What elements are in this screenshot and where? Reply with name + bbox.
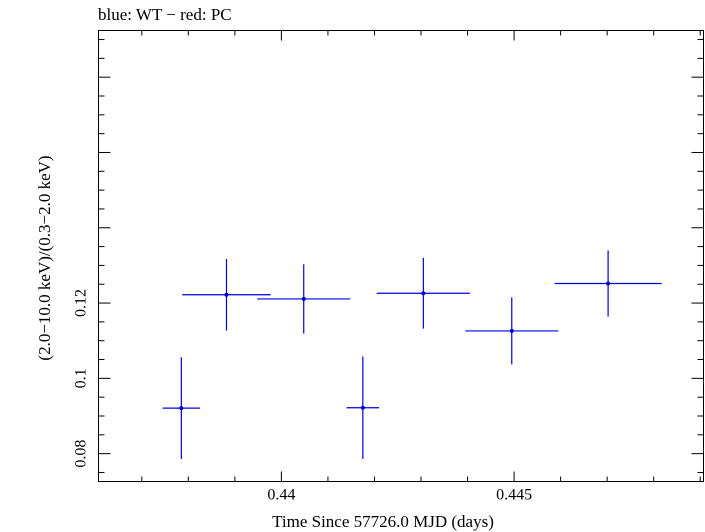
data-point [376, 257, 470, 329]
chart-title: blue: WT − red: PC [98, 5, 232, 24]
point-marker [224, 292, 229, 297]
tick-labels: 0.44 0.445 0.08 0.1 0.12 [73, 289, 533, 503]
y-tick-label: 0.08 [73, 440, 90, 468]
y-tick-label: 0.12 [73, 289, 90, 317]
data-point [257, 264, 351, 334]
y-tick-label: 0.1 [73, 368, 90, 388]
x-tick-label: 0.44 [267, 487, 295, 504]
point-marker [301, 296, 306, 301]
y-axis-label: (2.0−10.0 keV)/(0.3−2.0 keV) [35, 155, 54, 360]
data-point [346, 356, 380, 459]
point-marker [606, 281, 611, 286]
point-marker [360, 405, 365, 410]
point-marker [421, 291, 426, 296]
data-point [465, 297, 559, 365]
data-point [162, 357, 200, 459]
data-points [162, 250, 662, 459]
axis-ticks [98, 30, 704, 482]
data-point [554, 250, 662, 317]
point-marker [509, 328, 514, 333]
x-axis-label: Time Since 57726.0 MJD (days) [272, 512, 494, 531]
point-marker [179, 406, 184, 411]
x-tick-label: 0.445 [496, 487, 532, 504]
data-point [182, 259, 271, 331]
plot-frame [98, 30, 704, 482]
